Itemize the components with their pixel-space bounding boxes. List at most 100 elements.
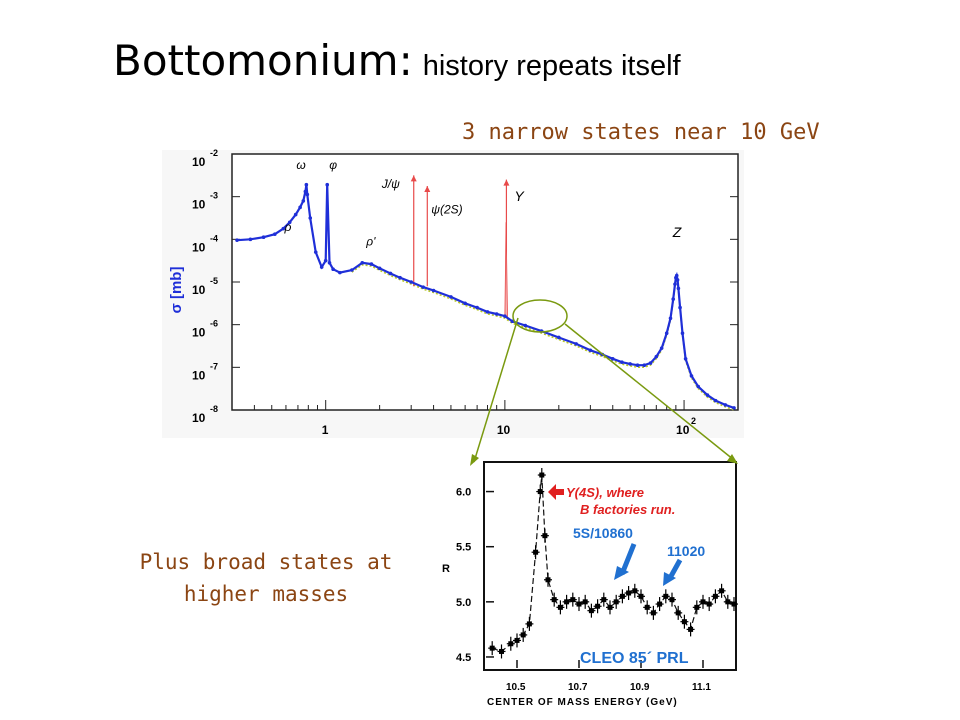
cleo-data-point bbox=[537, 489, 543, 495]
b-factories-label: B factories run. bbox=[580, 502, 675, 517]
zoom-line-right bbox=[564, 323, 735, 461]
main-y-tick-base: 10 bbox=[192, 240, 206, 254]
upsilon-4s-label: Υ(4S), where bbox=[566, 485, 644, 500]
main-y-axis-label: σ [mb] bbox=[168, 267, 185, 314]
main-y-tick-base: 10 bbox=[192, 283, 206, 297]
zoom-ellipse bbox=[512, 299, 568, 333]
cross-section-point bbox=[369, 262, 374, 266]
cross-section-point bbox=[308, 216, 313, 220]
arrow-11020-head-icon bbox=[663, 572, 676, 586]
cleo-data-point bbox=[551, 597, 557, 603]
arrow-11020-icon bbox=[667, 558, 683, 580]
cleo-data-point bbox=[669, 597, 675, 603]
cross-section-point bbox=[303, 189, 308, 194]
cleo-data-point bbox=[694, 604, 700, 610]
note-narrow-states: 3 narrow states near 10 GeV bbox=[462, 120, 820, 145]
resonance-label: ρ bbox=[283, 220, 291, 234]
cross-section-point bbox=[671, 297, 676, 301]
cleo-data-point bbox=[688, 626, 694, 632]
cleo-data-point bbox=[681, 619, 687, 625]
cross-section-point bbox=[298, 205, 302, 210]
cleo-x-tick-label: 10.7 bbox=[568, 682, 588, 693]
cleo-y-tick-label: 6.0 bbox=[456, 487, 471, 499]
cleo-data-point bbox=[533, 549, 539, 555]
resonance-label: φ bbox=[329, 158, 337, 172]
resonance-label: Z bbox=[672, 224, 682, 240]
cleo-data-point bbox=[619, 593, 625, 599]
cross-section-point bbox=[713, 398, 718, 403]
cross-section-point bbox=[485, 310, 490, 314]
title-sub: history repeats itself bbox=[422, 50, 681, 82]
cross-section-point bbox=[331, 267, 335, 272]
cleo-data-point bbox=[613, 599, 619, 605]
label-5s-10860: 5S/10860 bbox=[573, 525, 633, 541]
main-y-tick-exponent: -8 bbox=[210, 404, 218, 414]
cross-section-point bbox=[664, 331, 669, 336]
cross-section-point bbox=[675, 278, 680, 282]
cleo-data-point bbox=[588, 608, 594, 614]
cleo-data-point bbox=[542, 533, 548, 539]
cross-section-point bbox=[732, 406, 736, 410]
cleo-data-point bbox=[663, 593, 669, 599]
cleo-data-point bbox=[601, 597, 607, 603]
cleo-data-point bbox=[576, 601, 582, 607]
cross-section-point bbox=[463, 301, 467, 306]
cleo-data-point bbox=[675, 610, 681, 616]
cleo-data-point bbox=[595, 603, 601, 609]
cross-section-point bbox=[304, 182, 309, 187]
cleo-data-point bbox=[489, 645, 495, 651]
cross-section-point bbox=[273, 232, 277, 237]
main-y-tick-exponent: -7 bbox=[210, 361, 218, 371]
main-y-tick-exponent: -3 bbox=[210, 191, 218, 201]
cleo-data-point bbox=[557, 604, 563, 610]
zoom-line-left bbox=[473, 317, 519, 463]
cleo-data-point bbox=[520, 632, 526, 638]
cross-section-point bbox=[557, 335, 561, 340]
cross-section-point bbox=[248, 237, 253, 242]
cross-section-point bbox=[360, 261, 365, 265]
cleo-data-point bbox=[657, 601, 663, 607]
main-x-tick-exponent: 2 bbox=[691, 416, 696, 426]
main-y-tick-base: 10 bbox=[192, 198, 206, 212]
upsilon-peak bbox=[504, 222, 508, 319]
cross-section-point bbox=[398, 275, 402, 280]
cross-section-point bbox=[388, 271, 393, 276]
arrow-left-icon bbox=[548, 484, 564, 500]
cleo-x-tick-label: 11.1 bbox=[692, 682, 711, 693]
resonance-arrow-icon bbox=[424, 186, 431, 192]
cross-section-point bbox=[680, 331, 685, 336]
cleo-x-axis-label: CENTER OF MASS ENERGY (GeV) bbox=[487, 697, 678, 708]
cross-section-point bbox=[313, 250, 318, 254]
cleo-data-point bbox=[638, 593, 644, 599]
cross-section-point bbox=[261, 235, 266, 239]
resonance-arrow-icon bbox=[503, 179, 510, 186]
cleo-data-point bbox=[700, 599, 706, 605]
cleo-data-point bbox=[650, 610, 656, 616]
cross-section-point bbox=[377, 266, 382, 271]
cross-section-point bbox=[642, 363, 647, 368]
cross-section-point bbox=[421, 285, 425, 289]
cleo-data-point bbox=[632, 588, 638, 594]
cleo-y-axis-label: R bbox=[442, 563, 450, 575]
cleo-data-point bbox=[499, 648, 504, 654]
cleo-data-point bbox=[626, 590, 632, 596]
main-y-tick-base: 10 bbox=[192, 326, 206, 340]
cleo-data-point bbox=[607, 604, 613, 610]
cross-section-point bbox=[574, 342, 578, 346]
cleo-data-point bbox=[731, 601, 737, 607]
cleo-data-point bbox=[712, 593, 718, 599]
plot-frame bbox=[231, 153, 739, 411]
cross-section-point bbox=[674, 273, 679, 278]
cross-section-point bbox=[676, 286, 681, 291]
cross-section-point bbox=[281, 226, 286, 231]
cross-section-point bbox=[475, 305, 479, 310]
cross-section-point bbox=[301, 199, 306, 203]
main-y-tick-exponent: -4 bbox=[210, 233, 218, 243]
resonance-label: J/ψ bbox=[381, 177, 400, 191]
cleo-y-tick-label: 5.5 bbox=[456, 542, 471, 554]
zoom-arrow-left-icon bbox=[470, 454, 479, 466]
cleo-x-tick-label: 10.5 bbox=[506, 682, 526, 693]
main-y-tick-exponent: -6 bbox=[210, 319, 218, 329]
